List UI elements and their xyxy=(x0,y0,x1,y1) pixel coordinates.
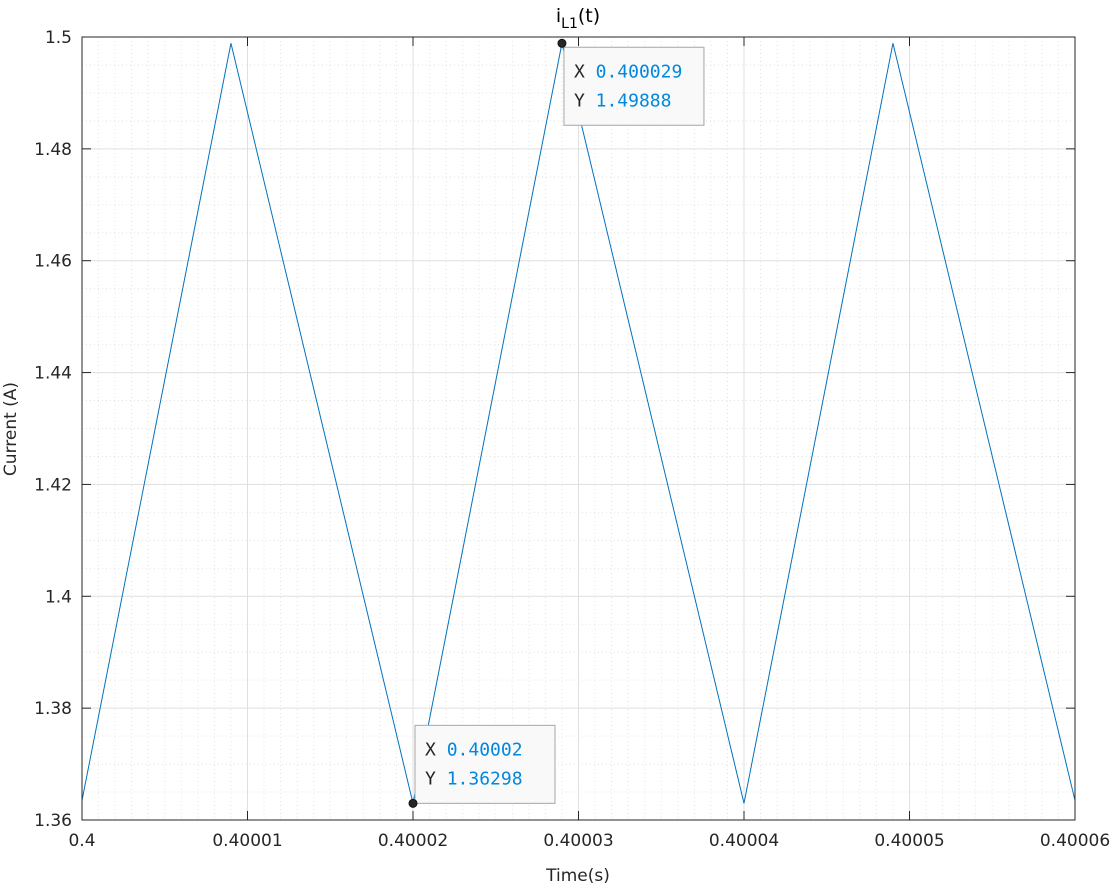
chart-title-main: i xyxy=(556,5,561,27)
x-tick-label: 0.40002 xyxy=(378,831,448,851)
datatip-x-row: X 0.400029 xyxy=(574,61,682,82)
chart-title: iL1(t) xyxy=(556,5,600,32)
y-tick-label: 1.5 xyxy=(45,28,72,48)
ticks-layer xyxy=(81,36,1076,821)
datatip-x-label: X xyxy=(425,739,447,760)
datatip-y-row: Y 1.49888 xyxy=(574,90,672,111)
x-tick-label: 0.40005 xyxy=(874,831,944,851)
chart-title-subscript: L1 xyxy=(561,16,578,32)
y-tick-label: 1.48 xyxy=(34,140,72,160)
y-axis-label: Current (A) xyxy=(1,382,21,476)
y-tick-label: 1.44 xyxy=(34,364,72,384)
datatip-x-row: X 0.40002 xyxy=(425,739,523,760)
y-tick-label: 1.46 xyxy=(34,252,72,272)
x-tick-label: 0.40001 xyxy=(212,831,282,851)
datatip-box xyxy=(414,724,556,804)
datatip-marker xyxy=(408,798,418,808)
datatip-marker xyxy=(557,38,567,48)
y-tick-label: 1.38 xyxy=(34,699,72,719)
y-tick-labels: 1.36 1.38 1.4 1.42 1.44 1.46 1.48 1.5 xyxy=(34,28,72,831)
datatip-y-value: 1.36298 xyxy=(447,768,523,789)
datatip-x-value: 0.400029 xyxy=(596,61,683,82)
x-tick-label: 0.40006 xyxy=(1040,831,1110,851)
chart-title-suffix: (t) xyxy=(578,5,600,27)
x-tick-label: 0.40004 xyxy=(709,831,779,851)
y-tick-label: 1.4 xyxy=(45,587,72,607)
x-tick-labels: 0.4 0.40001 0.40002 0.40003 0.40004 0.40005 0.… xyxy=(68,831,1110,851)
datatip-y-label: Y xyxy=(574,90,596,111)
datatip-y-value: 1.49888 xyxy=(596,90,672,111)
y-tick-label: 1.36 xyxy=(34,811,72,831)
datatip-y-row: Y 1.36298 xyxy=(425,768,523,789)
datatip-x-value: 0.40002 xyxy=(447,739,523,760)
y-tick-label: 1.42 xyxy=(34,475,72,495)
x-tick-label: 0.4 xyxy=(68,831,95,851)
datatip-x-label: X xyxy=(574,61,596,82)
x-axis-label: Time(s) xyxy=(545,866,610,886)
datatip-y-label: Y xyxy=(425,768,447,789)
x-tick-label: 0.40003 xyxy=(543,831,613,851)
datatip-box xyxy=(563,46,705,126)
